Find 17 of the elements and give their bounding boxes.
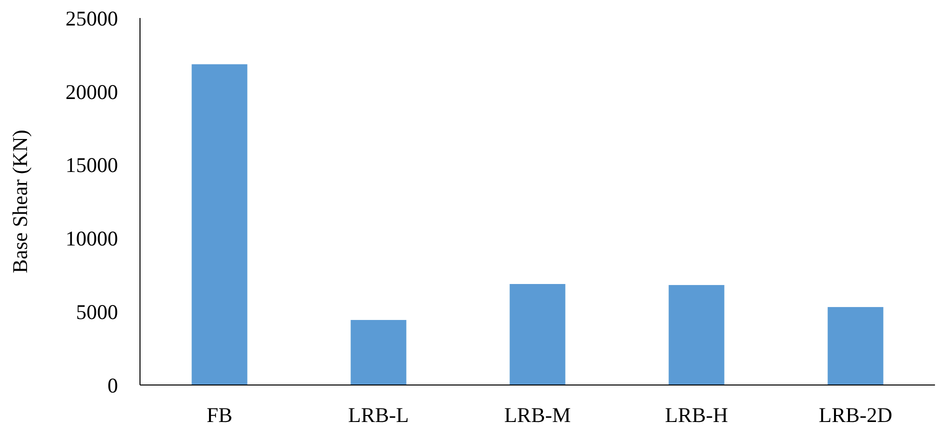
y-tick-label: 10000 <box>66 226 118 251</box>
x-tick-label: FB <box>206 403 232 427</box>
y-tick-label: 15000 <box>66 153 118 178</box>
y-tick-label: 5000 <box>76 300 118 324</box>
y-tick-label: 0 <box>108 373 118 398</box>
bar <box>510 284 566 385</box>
bar <box>668 285 724 385</box>
bar <box>350 320 406 385</box>
y-tick-label: 25000 <box>66 6 118 30</box>
y-tick-label: 20000 <box>66 80 118 104</box>
bar <box>828 307 884 385</box>
x-tick-label: LRB-L <box>348 403 409 427</box>
x-tick-label: LRB-2D <box>818 403 892 427</box>
bar <box>192 64 248 385</box>
y-axis-title: Base Shear (KN) <box>8 130 32 274</box>
x-tick-label: LRB-M <box>504 403 572 427</box>
x-tick-label: LRB-H <box>665 403 728 427</box>
